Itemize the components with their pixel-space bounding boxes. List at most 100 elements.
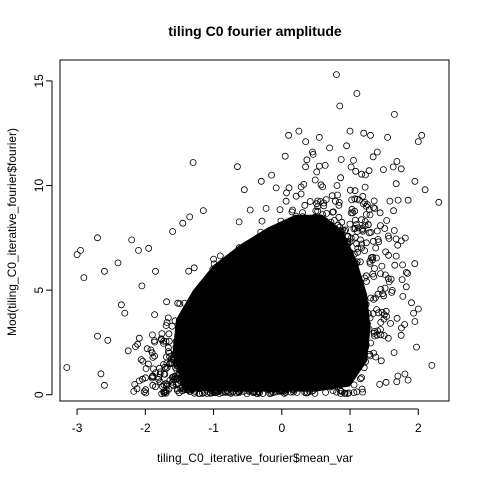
outlier-point <box>436 199 442 205</box>
data-point <box>414 344 420 350</box>
outlier-point <box>316 134 322 140</box>
data-point <box>322 162 328 168</box>
data-point <box>316 163 322 169</box>
data-point <box>372 266 378 272</box>
data-point <box>164 299 170 305</box>
dense-point-cloud <box>173 215 371 392</box>
data-point <box>312 177 318 183</box>
data-point <box>347 221 353 227</box>
y-tick-label: 15 <box>32 74 46 88</box>
y-tick-label: 0 <box>32 391 46 398</box>
outlier-point <box>74 252 80 258</box>
data-point <box>149 332 155 338</box>
x-tick-label: -3 <box>72 421 83 435</box>
outlier-point <box>125 348 131 354</box>
outlier-point <box>129 237 135 243</box>
data-point <box>379 263 385 269</box>
outlier-point <box>419 132 425 138</box>
data-point <box>217 253 223 259</box>
outlier-point <box>170 229 176 235</box>
data-point <box>247 207 253 213</box>
data-point <box>324 210 330 216</box>
data-point <box>304 157 310 163</box>
data-point <box>307 199 313 205</box>
y-axis: 0 5 10 15 <box>32 74 52 398</box>
data-point <box>303 164 309 170</box>
data-point <box>400 262 406 268</box>
outlier-point <box>95 333 101 339</box>
data-point <box>395 242 401 248</box>
data-point <box>393 181 399 187</box>
data-point <box>377 210 383 216</box>
outlier-point <box>234 164 240 170</box>
x-tick-label: 1 <box>347 421 354 435</box>
data-point <box>169 323 175 329</box>
data-point <box>378 223 384 229</box>
outlier-point <box>258 178 264 184</box>
data-point <box>395 197 401 203</box>
data-point <box>331 217 337 223</box>
outlier-point <box>412 319 418 325</box>
data-point <box>352 217 358 223</box>
data-point <box>363 211 369 217</box>
y-tick-label: 5 <box>32 286 46 293</box>
data-point <box>391 208 397 214</box>
outlier-point <box>187 214 193 220</box>
data-point <box>402 371 408 377</box>
outlier-point <box>101 382 107 388</box>
data-point <box>394 315 400 321</box>
data-point <box>302 202 308 208</box>
data-point <box>364 279 370 285</box>
y-tick-label: 10 <box>32 179 46 193</box>
data-point <box>273 185 279 191</box>
outlier-point <box>180 220 186 226</box>
data-point <box>300 210 306 216</box>
data-point <box>383 379 389 385</box>
data-point <box>394 379 400 385</box>
data-point <box>236 219 242 225</box>
data-point <box>332 198 338 204</box>
outlier-point <box>385 134 391 140</box>
data-point <box>359 375 365 381</box>
data-point <box>399 277 405 283</box>
outlier-point <box>190 160 196 166</box>
data-point <box>352 234 358 240</box>
outlier-point <box>368 132 374 138</box>
outlier-point <box>337 103 343 109</box>
data-point <box>398 325 404 331</box>
data-point <box>392 262 398 268</box>
outlier-point <box>391 111 397 117</box>
data-point <box>393 236 399 242</box>
data-point <box>374 228 380 234</box>
x-tick-label: 0 <box>278 421 285 435</box>
outlier-point <box>344 143 350 149</box>
x-tick-label: -2 <box>140 421 151 435</box>
data-point <box>390 164 396 170</box>
data-point <box>141 389 147 395</box>
data-point <box>394 159 400 165</box>
outlier-point <box>105 337 111 343</box>
data-point <box>359 217 365 223</box>
outlier-point <box>146 245 152 251</box>
outlier-point <box>409 300 415 306</box>
data-point <box>348 164 354 170</box>
x-tick-label: 2 <box>415 421 422 435</box>
data-points <box>64 72 442 397</box>
outlier-point <box>64 365 70 371</box>
outlier-point <box>422 187 428 193</box>
outlier-point <box>415 139 421 145</box>
outlier-point <box>361 130 367 136</box>
outlier-point <box>95 235 101 241</box>
data-point <box>393 253 399 259</box>
data-point <box>362 184 368 190</box>
x-tick-label: -1 <box>208 421 219 435</box>
data-point <box>263 205 269 211</box>
outlier-point <box>241 187 247 193</box>
data-point <box>144 346 150 352</box>
data-point <box>259 218 265 224</box>
data-point <box>152 312 158 318</box>
outlier-point <box>269 172 275 178</box>
data-point <box>380 167 386 173</box>
data-point <box>370 154 376 160</box>
